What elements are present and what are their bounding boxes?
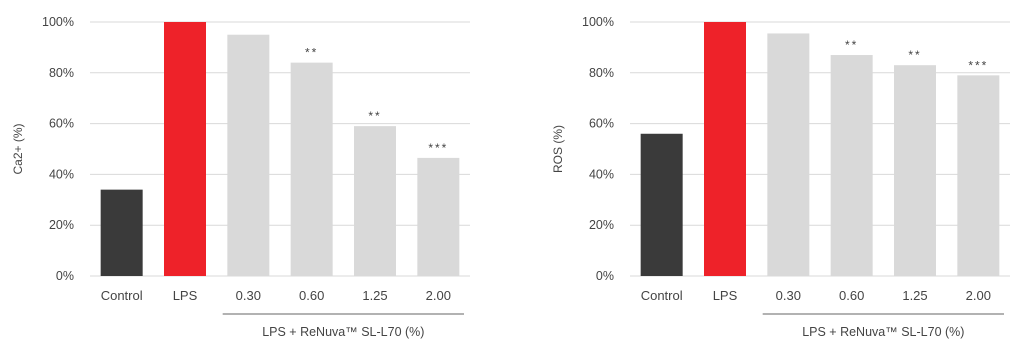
significance-label: ** xyxy=(305,46,318,60)
y-tick-label: 0% xyxy=(56,269,74,283)
x-tick-label: 1.25 xyxy=(362,288,387,303)
x-tick-label: 0.30 xyxy=(236,288,261,303)
significance-label: ** xyxy=(845,38,858,52)
y-tick-label: 0% xyxy=(596,269,614,283)
ros-chart: 0% 20% 40% 60% 80% 100% ROS (%) Control LPS 0.30 0… xyxy=(540,0,1016,347)
significance-label: *** xyxy=(968,58,988,72)
y-tick-label: 80% xyxy=(589,66,614,80)
y-axis-label: Ca2+ (%) xyxy=(11,123,25,174)
x-tick-label: LPS xyxy=(173,288,198,303)
bar xyxy=(290,62,333,276)
bar xyxy=(100,189,143,276)
bar xyxy=(417,157,460,276)
x-tick-label: LPS xyxy=(713,288,738,303)
chart-svg: 0% 20% 40% 60% 80% 100% Ca2+ (%) Control LPS 0.30… xyxy=(11,15,470,339)
significance-label: *** xyxy=(428,141,448,155)
bar xyxy=(227,34,270,277)
x-tick-label: 0.60 xyxy=(839,288,864,303)
bar xyxy=(767,33,810,277)
significance-label: ** xyxy=(368,109,381,123)
y-tick-label: 100% xyxy=(42,15,74,29)
y-tick-label: 20% xyxy=(49,218,74,232)
y-tick-label: 100% xyxy=(582,15,614,29)
bar xyxy=(957,75,1000,276)
bar xyxy=(640,133,683,276)
bar xyxy=(164,22,206,276)
group-label: LPS + ReNuva™ SL-L70 (%) xyxy=(802,325,964,339)
bar xyxy=(830,55,873,276)
y-tick-label: 60% xyxy=(589,117,614,131)
x-tick-label: Control xyxy=(641,288,683,303)
bar xyxy=(704,22,746,276)
x-tick-label: 0.60 xyxy=(299,288,324,303)
x-tick-label: 1.25 xyxy=(902,288,927,303)
y-tick-label: 20% xyxy=(589,218,614,232)
ca2-chart: 0% 20% 40% 60% 80% 100% Ca2+ (%) Control LPS 0.30… xyxy=(0,0,476,347)
x-tick-label: Control xyxy=(101,288,143,303)
y-tick-label: 40% xyxy=(589,167,614,181)
y-tick-label: 60% xyxy=(49,117,74,131)
bar xyxy=(894,65,936,277)
y-axis-label: ROS (%) xyxy=(551,125,565,173)
x-tick-label: 2.00 xyxy=(426,288,451,303)
x-tick-label: 0.30 xyxy=(776,288,801,303)
significance-label: ** xyxy=(908,48,921,62)
x-tick-label: 2.00 xyxy=(966,288,991,303)
bar xyxy=(354,126,396,276)
chart-svg: 0% 20% 40% 60% 80% 100% ROS (%) Control LPS 0.30 0… xyxy=(551,15,1010,339)
group-label: LPS + ReNuva™ SL-L70 (%) xyxy=(262,325,424,339)
y-tick-label: 40% xyxy=(49,167,74,181)
y-tick-label: 80% xyxy=(49,66,74,80)
